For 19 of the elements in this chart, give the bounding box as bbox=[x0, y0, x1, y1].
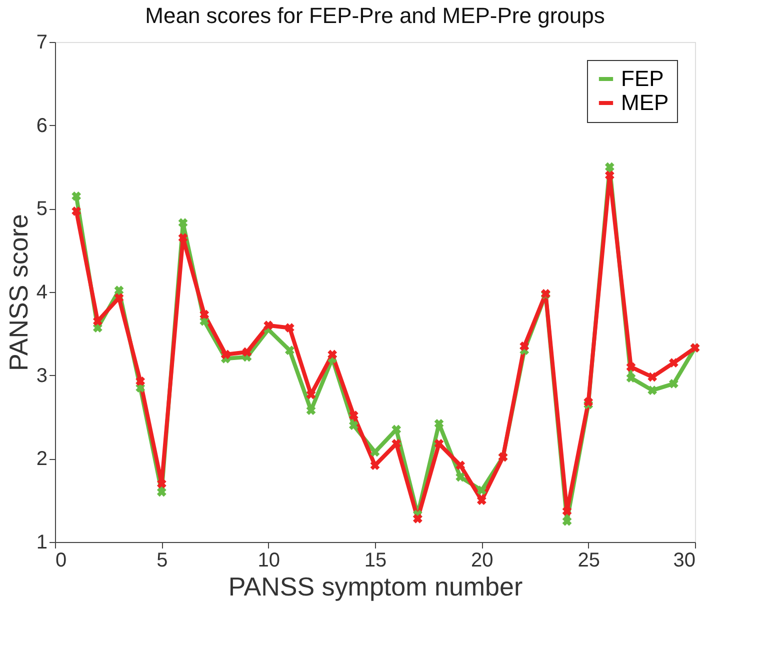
y-tick-label: 5 bbox=[36, 198, 48, 220]
y-tick-label: 2 bbox=[36, 448, 48, 470]
x-tick-label: 20 bbox=[471, 550, 494, 572]
legend-label: MEP bbox=[621, 90, 669, 115]
legend-label: FEP bbox=[621, 66, 664, 91]
x-tick-label: 15 bbox=[364, 550, 387, 572]
y-tick-label: 6 bbox=[36, 114, 48, 137]
x-tick-label: 25 bbox=[578, 550, 600, 572]
y-tick-label: 4 bbox=[36, 282, 48, 304]
y-tick-label: 3 bbox=[36, 364, 48, 387]
x-axis-title: PANSS symptom number bbox=[228, 572, 523, 602]
x-tick-label: 30 bbox=[673, 550, 696, 572]
y-tick-label: 7 bbox=[36, 32, 48, 54]
y-axis-title: PANSS score bbox=[3, 214, 34, 372]
x-tick-label: 0 bbox=[56, 550, 67, 572]
y-tick-label: 1 bbox=[36, 532, 48, 554]
chart-title: Mean scores for FEP-Pre and MEP-Pre groups bbox=[145, 3, 605, 28]
x-tick-label: 5 bbox=[156, 550, 168, 572]
x-tick-label: 10 bbox=[258, 550, 280, 572]
